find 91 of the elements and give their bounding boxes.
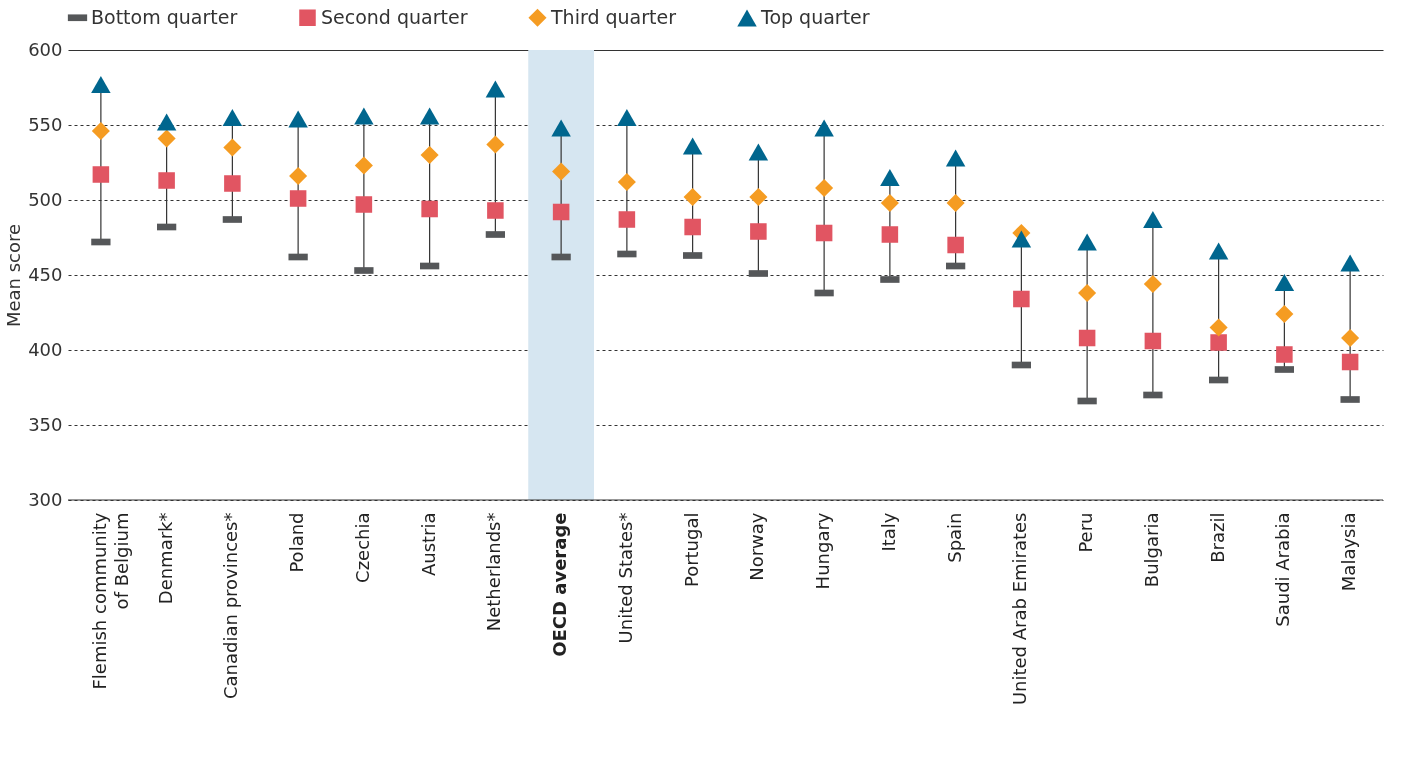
point [486, 135, 505, 154]
point [421, 200, 438, 218]
point [289, 166, 308, 186]
point [750, 223, 767, 240]
x-tick-label: Hungary [812, 512, 834, 590]
point [815, 224, 833, 242]
point [1011, 230, 1032, 248]
y-tick-label: 550 [28, 113, 63, 135]
x-tick-label: OECD average [549, 512, 571, 657]
point [1077, 233, 1097, 251]
point [355, 196, 373, 213]
point [222, 109, 243, 126]
point [1143, 211, 1163, 228]
point [684, 218, 701, 236]
point [354, 156, 373, 175]
x-tick-label: Flemish community of Belgium [88, 512, 132, 690]
point [682, 137, 703, 155]
x-tick-label: Spain [943, 512, 965, 563]
x-tick-label: United States* [614, 512, 636, 644]
point [91, 121, 110, 141]
legend-label: Second quarter [321, 5, 468, 28]
x-tick-label: Bulgaria [1140, 512, 1162, 588]
point [683, 187, 702, 207]
y-tick-label: 350 [28, 413, 63, 435]
legend-label: Bottom quarter [91, 5, 238, 28]
point [1078, 329, 1096, 347]
x-tick-label: Peru [1075, 512, 1097, 553]
point [618, 211, 636, 228]
x-tick-label: Norway [746, 512, 768, 581]
point [947, 236, 964, 254]
point [289, 190, 307, 207]
point [1341, 328, 1360, 348]
point [617, 172, 636, 192]
point [814, 119, 834, 137]
x-tick-label: Portugal [680, 512, 702, 588]
point [1274, 274, 1295, 291]
x-tick-label: Denmark* [154, 512, 176, 605]
point [552, 162, 571, 181]
point [1275, 304, 1294, 324]
x-tick-label: Netherlands* [483, 512, 505, 632]
x-tick-label: Saudi Arabia [1272, 512, 1294, 627]
point [354, 107, 374, 125]
y-tick-label: 450 [28, 263, 63, 285]
point [1276, 346, 1293, 363]
point [156, 113, 177, 131]
point [1341, 353, 1359, 371]
point [946, 193, 965, 213]
x-tick-label: Italy [877, 512, 899, 552]
point [880, 169, 900, 186]
point [880, 193, 899, 213]
x-tick-label: United Arab Emirates [1009, 512, 1031, 706]
x-tick-label: Czechia [351, 512, 373, 583]
point [420, 145, 439, 165]
x-tick-label: Canadian provinces* [220, 512, 242, 699]
point [91, 76, 111, 93]
x-tick-label: Poland [286, 512, 308, 573]
x-tick-label: Austria [417, 512, 439, 577]
x-tick-label: Malaysia [1338, 512, 1360, 592]
point [617, 109, 637, 126]
y-tick-label: 400 [28, 338, 63, 360]
x-tick-label: Brazil [1206, 512, 1228, 563]
point [223, 138, 242, 157]
y-tick-label: 300 [28, 488, 63, 510]
point [551, 119, 571, 137]
point [288, 110, 308, 128]
point [749, 187, 768, 207]
point [1209, 318, 1228, 337]
point [1078, 283, 1097, 303]
point [1143, 274, 1162, 294]
point [552, 203, 570, 221]
point [945, 149, 966, 167]
point [158, 172, 175, 189]
point [881, 226, 899, 243]
point [157, 129, 176, 148]
y-tick-label: 500 [28, 188, 63, 210]
point [1013, 290, 1030, 308]
point [487, 202, 504, 219]
point [419, 107, 440, 125]
point [748, 143, 769, 161]
point [815, 178, 834, 198]
point [224, 175, 241, 192]
legend-label: Third quarter [550, 5, 677, 28]
point [485, 80, 506, 98]
point [1144, 332, 1162, 350]
point [1210, 334, 1227, 351]
legend-label: Top quarter [760, 6, 870, 28]
point [92, 166, 110, 183]
point [1340, 254, 1360, 272]
y-axis-title: Mean score [3, 223, 25, 328]
point [1208, 242, 1229, 260]
y-tick-label: 600 [28, 38, 63, 60]
